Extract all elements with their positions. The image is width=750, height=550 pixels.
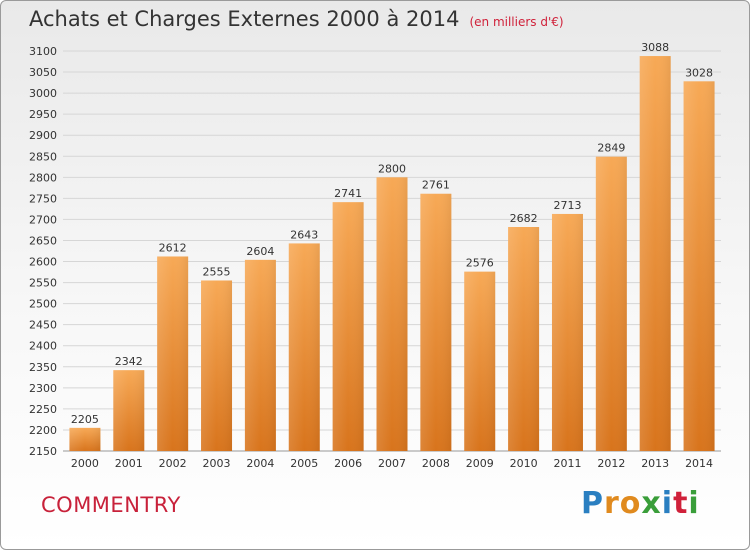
value-label: 2612	[159, 241, 187, 254]
value-label: 3028	[685, 66, 713, 79]
y-tick-label: 2400	[29, 340, 57, 353]
logo-letter: o	[619, 486, 642, 521]
x-tick-label: 2011	[553, 457, 581, 470]
commune-name: COMMENTRY	[41, 493, 181, 517]
chart-title: Achats et Charges Externes 2000 à 2014 (e…	[29, 7, 564, 31]
bar-shade	[683, 81, 715, 451]
bar-shade	[420, 193, 452, 451]
x-tick-label: 2007	[378, 457, 406, 470]
y-tick-label: 3100	[29, 45, 57, 58]
x-tick-label: 2004	[246, 457, 274, 470]
y-tick-label: 3050	[29, 66, 57, 79]
bar-shade	[639, 56, 671, 451]
y-tick-label: 2200	[29, 424, 57, 437]
logo-letter: r	[604, 486, 620, 521]
bar-shade	[201, 280, 233, 451]
bar-shade	[551, 213, 583, 451]
value-label: 2576	[466, 257, 494, 270]
logo-letter: i	[661, 486, 674, 521]
value-label: 2761	[422, 179, 450, 192]
value-label: 2604	[246, 245, 274, 258]
y-tick-label: 2950	[29, 108, 57, 121]
y-tick-label: 2500	[29, 298, 57, 311]
value-label: 2713	[553, 199, 581, 212]
x-tick-label: 2010	[510, 457, 538, 470]
x-tick-label: 2003	[203, 457, 231, 470]
bar-shade	[595, 156, 627, 451]
value-label: 2741	[334, 187, 362, 200]
x-tick-label: 2005	[290, 457, 318, 470]
y-tick-label: 2700	[29, 213, 57, 226]
y-tick-label: 2850	[29, 150, 57, 163]
logo-letter: t	[673, 486, 689, 521]
x-tick-label: 2009	[466, 457, 494, 470]
value-label: 2643	[290, 228, 318, 241]
x-tick-label: 2001	[115, 457, 143, 470]
y-tick-label: 2550	[29, 277, 57, 290]
y-tick-label: 2600	[29, 256, 57, 269]
bar-shade	[244, 259, 276, 451]
bar-shade	[464, 271, 496, 451]
y-tick-label: 2900	[29, 129, 57, 142]
bar-shade	[113, 370, 145, 451]
value-label: 2849	[597, 142, 625, 155]
x-tick-label: 2002	[159, 457, 187, 470]
logo-letter: x	[641, 486, 662, 521]
y-tick-label: 2800	[29, 171, 57, 184]
y-tick-label: 3000	[29, 87, 57, 100]
bar-shade	[332, 202, 364, 451]
value-label: 2682	[510, 212, 538, 225]
value-label: 2205	[71, 413, 99, 426]
y-tick-label: 2650	[29, 234, 57, 247]
value-label: 2342	[115, 355, 143, 368]
y-tick-label: 2300	[29, 382, 57, 395]
x-tick-label: 2006	[334, 457, 362, 470]
y-tick-label: 2150	[29, 445, 57, 458]
bar-shade	[508, 227, 540, 451]
y-tick-label: 2350	[29, 361, 57, 374]
chart-unit: (en milliers d'€)	[469, 15, 564, 29]
proxiti-logo[interactable]: Proxiti	[581, 486, 700, 521]
y-tick-label: 2450	[29, 319, 57, 332]
chart-title-text: Achats et Charges Externes 2000 à 2014	[29, 7, 460, 31]
x-tick-label: 2012	[597, 457, 625, 470]
bar-shade	[157, 256, 189, 451]
value-label: 3088	[641, 41, 669, 54]
bar-shade	[69, 427, 101, 451]
logo-letter: i	[688, 486, 700, 521]
bar-shade	[376, 177, 408, 451]
bar-shade	[288, 243, 320, 451]
x-tick-label: 2008	[422, 457, 450, 470]
x-tick-label: 2014	[685, 457, 713, 470]
y-tick-label: 2750	[29, 192, 57, 205]
value-label: 2800	[378, 162, 406, 175]
logo-letter: P	[581, 486, 604, 521]
value-label: 2555	[203, 265, 231, 278]
x-tick-label: 2000	[71, 457, 99, 470]
x-tick-label: 2013	[641, 457, 669, 470]
y-tick-label: 2250	[29, 403, 57, 416]
